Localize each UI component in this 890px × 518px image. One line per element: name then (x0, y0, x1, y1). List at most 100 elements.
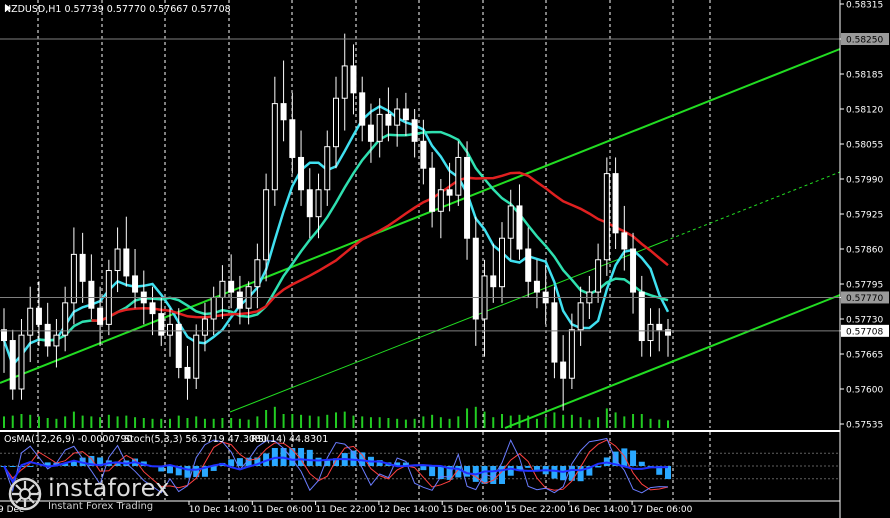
stoch-info: Stoch(5,3,3) 56.3719 47.3080 (124, 434, 267, 445)
osma-bar (298, 448, 305, 466)
candle-body (280, 103, 287, 121)
candle-body (577, 302, 584, 331)
candle-body (79, 253, 86, 282)
subwindow-separator (0, 430, 840, 432)
candle-body (18, 334, 25, 390)
osma-bar (53, 462, 60, 466)
time-tick-label: 11 Dec 06:00 (252, 505, 313, 515)
price-tick-label: 0.57665 (846, 351, 883, 361)
candle-body (306, 189, 313, 218)
osma-bar (376, 460, 383, 466)
candle-body (525, 248, 532, 282)
rsi-info: RSI(14) 44.8301 (251, 434, 328, 445)
candle-body (35, 307, 42, 325)
osma-bar (9, 466, 16, 467)
candle-body (298, 156, 305, 191)
price-tick-label: 0.58120 (846, 106, 883, 116)
candle-body (551, 302, 558, 363)
candle-body (621, 232, 628, 250)
osma-bar (158, 466, 165, 472)
trend-channel (0, 46, 846, 429)
candle-body (254, 259, 261, 288)
stoch-main-line (3, 437, 669, 494)
osma-bar (70, 461, 77, 466)
osma-bar (446, 466, 453, 480)
osma-bar (193, 466, 200, 478)
osma-bar (254, 457, 261, 466)
candle-body (568, 329, 575, 379)
price-tag (841, 291, 889, 304)
osma-bar (359, 452, 366, 466)
osma-bar (665, 466, 671, 480)
osma-bar (289, 448, 296, 466)
candle-body (638, 291, 645, 342)
osma-bar (306, 449, 313, 466)
osma-bar (638, 461, 645, 466)
time-tick-label: 10 Dec 14:00 (189, 505, 250, 515)
candle-body (490, 275, 497, 288)
time-tick-label: 17 Dec 06:00 (632, 505, 693, 515)
osma-bar (44, 462, 51, 466)
candle-body (376, 113, 383, 142)
candle-body (149, 302, 156, 315)
candle-body (201, 318, 208, 336)
time-tick-label: 11 Dec 22:00 (315, 505, 376, 515)
candle-body (560, 361, 567, 379)
osma-bar (167, 466, 173, 474)
candle-body (88, 280, 95, 309)
time-tick-label: 16 Dec 14:00 (569, 505, 630, 515)
osma-bar (490, 466, 497, 484)
osma-bar (595, 466, 602, 468)
osma-bar (507, 466, 514, 476)
candle-body (630, 248, 637, 293)
candle-body (167, 323, 173, 336)
candle-body (341, 65, 348, 99)
channel-mid-line (229, 240, 666, 413)
osma-bar (560, 466, 567, 481)
channel-mid-dotted-line (664, 169, 846, 242)
candle-body (271, 103, 278, 191)
price-tick-label: 0.57990 (846, 176, 883, 186)
candle-body (429, 167, 436, 212)
osma-bar (245, 457, 252, 466)
candle-body (647, 323, 654, 342)
candle-body (114, 248, 121, 272)
candle-body (132, 275, 139, 293)
candle-body (411, 119, 418, 142)
candle-body (350, 65, 357, 94)
candle-body (324, 146, 331, 191)
chart-grid (37, 0, 711, 500)
osma-bar (88, 455, 95, 466)
candle-body (464, 156, 471, 239)
candle-body (123, 248, 130, 277)
osma-bar (27, 466, 34, 467)
time-tick-label: 12 Dec 14:00 (379, 505, 440, 515)
candle-body (656, 323, 663, 331)
candle-body (437, 189, 444, 212)
price-tick-label: 0.57925 (846, 211, 883, 221)
channel-upper-line (0, 46, 846, 384)
osma-bar (525, 466, 532, 468)
osma-bar (236, 458, 243, 466)
candle-body (70, 253, 77, 304)
osma-bar (62, 463, 69, 466)
candle-body (158, 313, 165, 336)
candle-body (402, 108, 409, 121)
osma-bar (455, 466, 462, 478)
price-axis: 0.58315 0.58250 0.58185 0.58120 0.58055 0.579… (839, 0, 890, 518)
candle-body (499, 237, 505, 288)
osma-bar (201, 466, 208, 477)
candle-body (27, 307, 34, 336)
axis-background (840, 0, 890, 518)
price-tag-label: 0.58250 (846, 36, 883, 46)
osma-bar (175, 466, 182, 476)
osma-bar (551, 466, 558, 479)
candle-body (62, 302, 69, 336)
osma-bar (333, 458, 339, 466)
time-axis: 10 Dec 14:00 11 Dec 06:00 11 Dec 22:00 12 D… (0, 501, 693, 515)
candle-body (219, 280, 226, 298)
osma-bar (350, 450, 357, 466)
candle-body (420, 140, 427, 169)
candle-body (97, 307, 104, 325)
